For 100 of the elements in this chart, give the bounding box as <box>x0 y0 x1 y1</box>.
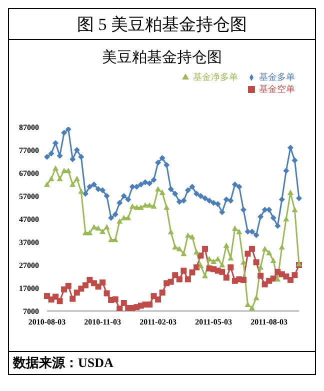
point <box>189 184 196 190</box>
point <box>244 302 251 307</box>
point <box>48 176 54 182</box>
point <box>219 209 226 216</box>
point <box>223 274 230 281</box>
point <box>120 193 127 199</box>
point <box>180 268 187 274</box>
point <box>253 232 260 238</box>
point <box>74 176 80 182</box>
point <box>172 190 178 197</box>
point <box>125 214 132 220</box>
point <box>198 193 204 199</box>
point <box>129 203 136 209</box>
point <box>65 127 72 132</box>
x-tick-label: 2011-08-03 <box>250 318 288 327</box>
point <box>120 300 127 306</box>
y-tick-label: 87000 <box>19 122 39 132</box>
point <box>180 250 187 256</box>
point <box>193 190 200 197</box>
y-tick-label: 47000 <box>19 214 39 224</box>
point <box>138 204 144 210</box>
point <box>189 234 196 240</box>
point <box>249 305 256 310</box>
x-tick-label: 2010-11-03 <box>84 318 121 327</box>
point <box>104 290 110 296</box>
point <box>258 272 264 279</box>
point <box>253 259 260 266</box>
point <box>223 196 230 202</box>
point <box>155 296 162 302</box>
point <box>236 228 242 234</box>
point <box>214 201 221 208</box>
point <box>184 187 191 194</box>
point <box>104 193 110 199</box>
point <box>292 272 298 278</box>
point <box>164 162 170 168</box>
legend-label: 基金净多单 <box>193 72 238 82</box>
point <box>232 225 238 231</box>
point <box>112 296 118 302</box>
point <box>198 252 204 259</box>
point <box>78 154 84 160</box>
point <box>240 259 246 265</box>
y-tick-label: 57000 <box>19 192 39 201</box>
point <box>219 262 226 268</box>
point <box>95 225 102 231</box>
y-tick-label: 37000 <box>19 238 39 247</box>
point <box>116 218 123 224</box>
point <box>249 228 256 235</box>
point <box>150 176 157 183</box>
point <box>86 230 93 236</box>
point <box>296 195 302 202</box>
point <box>210 258 217 264</box>
point <box>274 222 281 229</box>
point <box>206 256 212 262</box>
chart-subtitle: 美豆粕基金持仓图 <box>101 48 223 67</box>
point <box>210 200 217 206</box>
point <box>138 182 144 188</box>
point <box>61 130 68 136</box>
point <box>112 211 118 218</box>
point <box>86 184 93 190</box>
point <box>82 282 88 288</box>
point <box>90 224 97 230</box>
point <box>189 269 196 276</box>
point <box>168 186 174 192</box>
point <box>270 276 276 282</box>
point <box>262 246 268 252</box>
point <box>228 264 234 270</box>
point <box>292 206 298 212</box>
point <box>100 228 106 234</box>
point <box>168 228 174 234</box>
point <box>202 272 208 278</box>
point <box>74 147 80 153</box>
point <box>159 155 166 162</box>
legend-label: 基金空单 <box>259 84 295 94</box>
point <box>278 196 285 202</box>
point <box>266 250 272 256</box>
source-note: 数据来源：USDA <box>9 351 315 374</box>
point <box>228 198 234 204</box>
point <box>146 302 153 308</box>
point <box>52 140 59 146</box>
point <box>283 168 290 174</box>
point <box>172 272 178 278</box>
point <box>176 246 182 252</box>
x-tick-label: 2011-05-03 <box>195 318 232 327</box>
y-tick-label: 27000 <box>19 260 39 270</box>
point <box>116 200 123 206</box>
point <box>100 279 106 286</box>
point <box>184 232 191 238</box>
point <box>232 182 238 188</box>
point <box>283 216 290 222</box>
y-tick-label: 77000 <box>19 146 39 155</box>
point <box>44 154 50 160</box>
point <box>56 298 63 304</box>
point <box>65 282 72 289</box>
point <box>159 190 166 195</box>
point <box>240 276 246 283</box>
point <box>287 276 294 283</box>
point <box>219 268 226 275</box>
point <box>270 258 276 264</box>
point <box>146 180 153 186</box>
point <box>287 190 294 195</box>
